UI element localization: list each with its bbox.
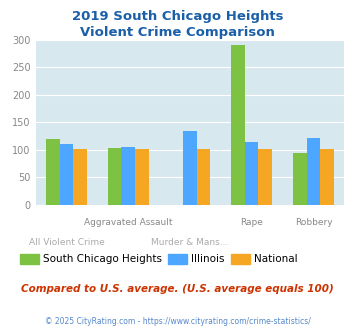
Bar: [108, 148, 121, 205]
Bar: [307, 138, 320, 205]
Bar: [73, 148, 87, 205]
Bar: [46, 139, 60, 205]
Text: Murder & Mans...: Murder & Mans...: [151, 238, 229, 247]
Text: Compared to U.S. average. (U.S. average equals 100): Compared to U.S. average. (U.S. average …: [21, 284, 334, 294]
Bar: [258, 148, 272, 205]
Legend: South Chicago Heights, Illinois, National: South Chicago Heights, Illinois, Nationa…: [16, 249, 301, 269]
Text: All Violent Crime: All Violent Crime: [28, 238, 104, 247]
Text: © 2025 CityRating.com - https://www.cityrating.com/crime-statistics/: © 2025 CityRating.com - https://www.city…: [45, 317, 310, 326]
Bar: [121, 148, 135, 205]
Bar: [245, 142, 258, 205]
Bar: [320, 148, 334, 205]
Bar: [231, 45, 245, 205]
Text: Aggravated Assault: Aggravated Assault: [84, 218, 173, 227]
Bar: [197, 148, 210, 205]
Bar: [183, 131, 197, 205]
Text: Robbery: Robbery: [295, 218, 332, 227]
Bar: [135, 148, 148, 205]
Text: 2019 South Chicago Heights
Violent Crime Comparison: 2019 South Chicago Heights Violent Crime…: [72, 10, 283, 39]
Text: Rape: Rape: [240, 218, 263, 227]
Bar: [60, 144, 73, 205]
Bar: [293, 153, 307, 205]
